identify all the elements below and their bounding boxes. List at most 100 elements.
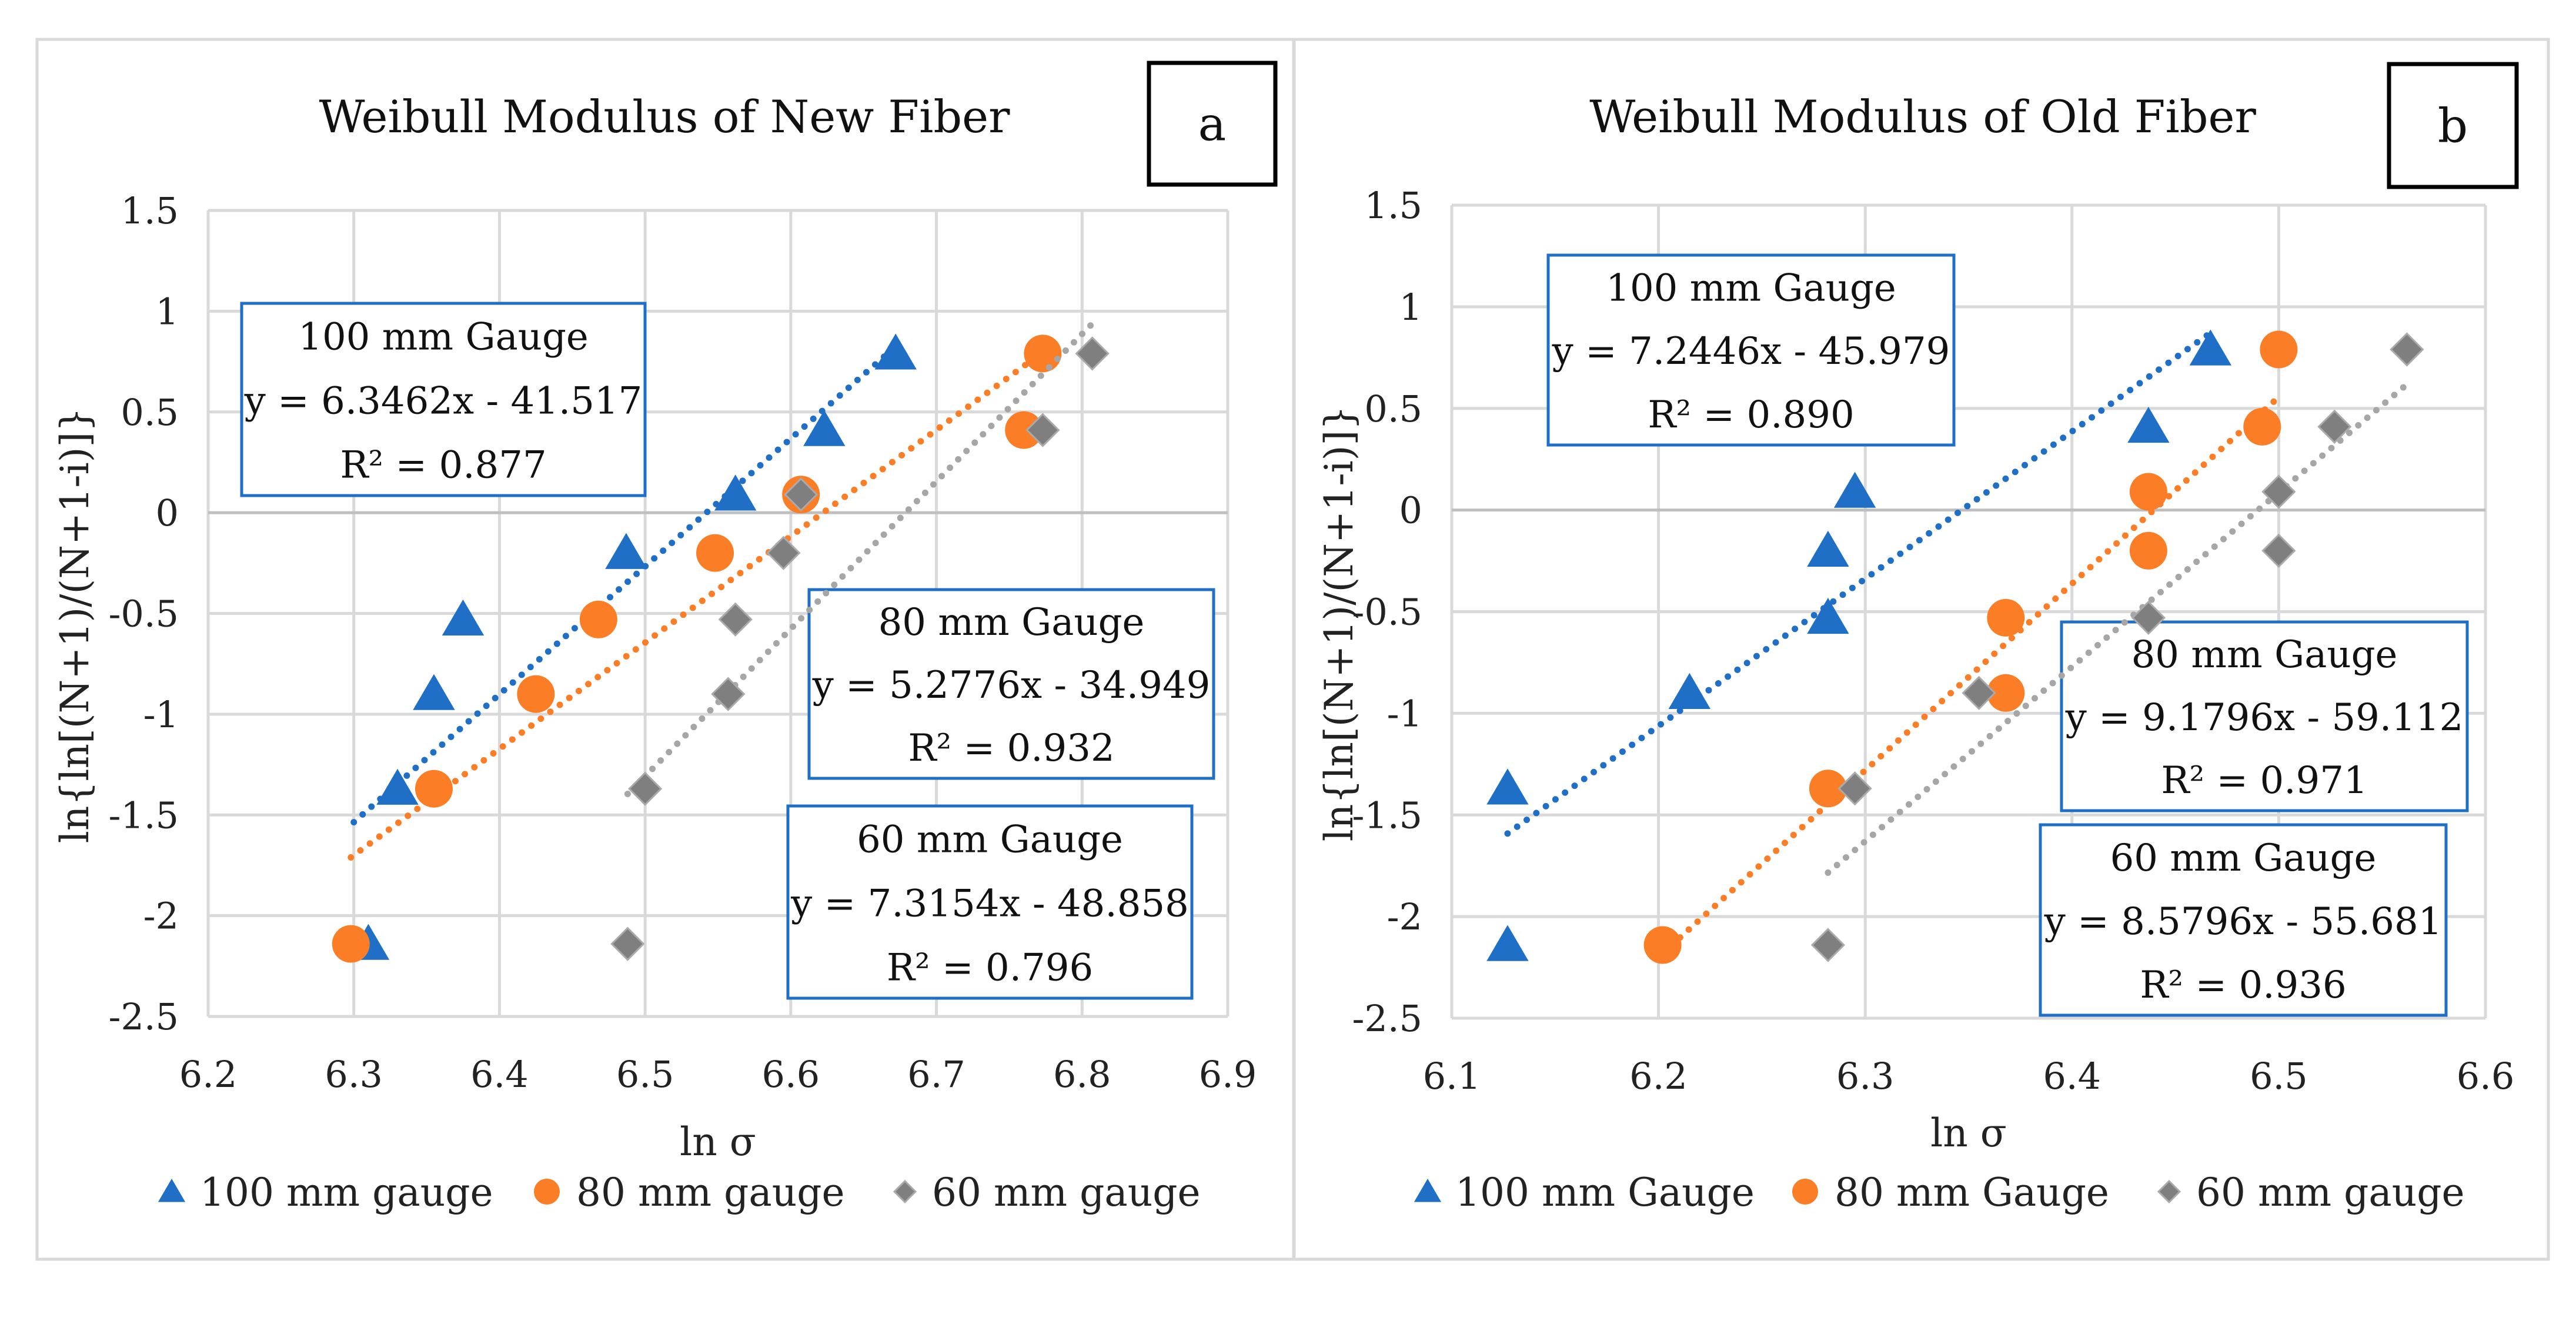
trendline <box>348 349 1046 861</box>
legend-item: 80 mm gauge <box>534 1170 845 1215</box>
x-tick-label: 6.5 <box>616 1053 674 1096</box>
data-point <box>1486 925 1529 961</box>
data-point <box>1987 674 2025 712</box>
legend-marker <box>893 1179 917 1204</box>
annotation-box <box>2039 823 2448 1017</box>
legend-marker <box>158 1179 186 1202</box>
data-point <box>2127 406 2170 443</box>
trendline <box>1825 381 2410 876</box>
annotation-box <box>240 302 647 497</box>
data-point <box>2243 407 2281 446</box>
y-tick-label: -2 <box>1387 895 1422 938</box>
x-tick-label: 6.4 <box>470 1053 529 1096</box>
x-axis-label: ln σ <box>1930 1110 2007 1156</box>
annotation-box <box>2060 620 2469 812</box>
legend-label: 60 mm gauge <box>2196 1170 2465 1215</box>
panel-label-box <box>1147 61 1278 187</box>
trendline <box>624 320 1096 797</box>
data-point <box>1837 771 1872 806</box>
legend-label: 80 mm Gauge <box>1835 1170 2109 1215</box>
legend-item: 100 mm gauge <box>158 1170 493 1215</box>
legend-item: 100 mm Gauge <box>1414 1170 1755 1215</box>
series-60-mm-gauge <box>610 320 1110 961</box>
y-tick-label: 1.5 <box>121 189 179 232</box>
data-point <box>2131 600 2166 635</box>
annotation-text: 80 mm Gauge <box>878 601 1145 644</box>
annotation-text: R² = 0.932 <box>908 727 1114 770</box>
y-tick-label: 0 <box>156 491 179 534</box>
annotation-box <box>807 588 1215 780</box>
legend-label: 100 mm Gauge <box>1455 1170 1755 1215</box>
data-point <box>579 600 617 638</box>
data-point <box>2189 329 2232 366</box>
y-tick-label: -0.5 <box>108 593 179 635</box>
data-point <box>1643 926 1682 964</box>
annotation-text: 60 mm Gauge <box>2110 837 2377 880</box>
data-point <box>803 410 846 446</box>
data-point <box>332 925 370 963</box>
annotation-text: 80 mm Gauge <box>2131 633 2398 677</box>
legend-label: 80 mm gauge <box>576 1170 845 1215</box>
annotation-text: y = 5.2776x - 34.949 <box>812 664 1211 707</box>
trendline-annotation: 80 mm Gauge y = 9.1796x - 59.112 R² = 0.97… <box>2060 620 2469 812</box>
legend-marker <box>1792 1179 1818 1205</box>
annotation-text: 60 mm Gauge <box>857 818 1123 861</box>
y-tick-label: -1 <box>1387 692 1422 735</box>
annotation-text: y = 6.3462x - 41.517 <box>244 379 643 423</box>
data-point <box>1987 598 2025 637</box>
y-tick-label: -1.5 <box>1352 794 1422 837</box>
y-tick-label: 1.5 <box>1364 184 1422 227</box>
annotation-text: y = 9.1796x - 59.112 <box>2065 696 2464 740</box>
x-tick-label: 6.9 <box>1199 1053 1257 1096</box>
x-tick-label: 6.6 <box>2457 1055 2515 1098</box>
data-point <box>1809 770 1847 808</box>
x-tick-label: 6.5 <box>2250 1055 2308 1098</box>
annotation-box <box>786 804 1194 1000</box>
y-tick-label: -1 <box>143 693 179 736</box>
data-point <box>1807 530 1849 567</box>
data-point <box>2260 330 2298 369</box>
data-point <box>1005 411 1043 449</box>
data-point <box>874 333 917 370</box>
x-tick-label: 6.4 <box>2043 1055 2101 1098</box>
data-point <box>442 599 485 635</box>
data-point <box>517 675 555 713</box>
legend-item: 80 mm Gauge <box>1792 1170 2109 1215</box>
y-tick-label: -2 <box>143 895 179 938</box>
x-tick-label: 6.2 <box>1629 1055 1688 1098</box>
annotation-text: 100 mm Gauge <box>1606 267 1896 310</box>
x-tick-label: 6.1 <box>1423 1055 1481 1098</box>
data-point <box>711 677 746 711</box>
data-point <box>413 674 455 710</box>
data-point <box>1025 413 1060 447</box>
legend-marker <box>1414 1179 1442 1202</box>
panel-a: 6.2 6.3 6.4 6.5 6.6 6.7 6.8 6.9 1.5 1 0.5 0 -0.5 -1 -1… <box>35 38 1295 1261</box>
panel-b: 6.1 6.2 6.3 6.4 6.5 6.6 1.5 1 0.5 0 -0.5 -1 -1.5 -2 -2… <box>1292 38 2550 1261</box>
annotation-text: y = 7.2446x - 45.979 <box>1552 330 1950 373</box>
y-axis-label: ln{ln[(N+1)/(N+1-i)]} <box>1317 406 1362 841</box>
data-point <box>1486 768 1529 805</box>
trendline-annotation: 60 mm Gauge y = 8.5796x - 55.681 R² = 0.93… <box>2039 823 2448 1017</box>
data-point <box>1962 675 1996 710</box>
data-point <box>2129 531 2167 570</box>
series-100-mm-gauge <box>1486 329 2232 961</box>
data-point <box>415 770 453 808</box>
data-point <box>1024 334 1062 373</box>
data-point <box>696 534 734 572</box>
annotation-text: y = 8.5796x - 55.681 <box>2044 900 2443 944</box>
y-tick-label: 0.5 <box>1364 387 1422 430</box>
annotation-text: y = 7.3154x - 48.858 <box>790 882 1189 925</box>
panel-label: b <box>2438 99 2468 153</box>
data-point <box>766 536 801 570</box>
trendline-annotation: 60 mm Gauge y = 7.3154x - 48.858 R² = 0.79… <box>786 804 1194 1000</box>
data-point <box>2129 473 2167 511</box>
y-tick-label: -1.5 <box>108 794 179 837</box>
trendline <box>1504 329 2214 837</box>
x-tick-label: 6.3 <box>1836 1055 1895 1098</box>
y-tick-label: -2.5 <box>108 995 179 1038</box>
x-tick-label: 6.8 <box>1053 1053 1111 1096</box>
data-point <box>718 602 753 637</box>
annotation-box <box>1546 253 1956 447</box>
y-tick-label: -2.5 <box>1352 997 1422 1040</box>
trendline-annotation: 100 mm Gauge y = 6.3462x - 41.517 R² = 0.8… <box>240 302 647 497</box>
